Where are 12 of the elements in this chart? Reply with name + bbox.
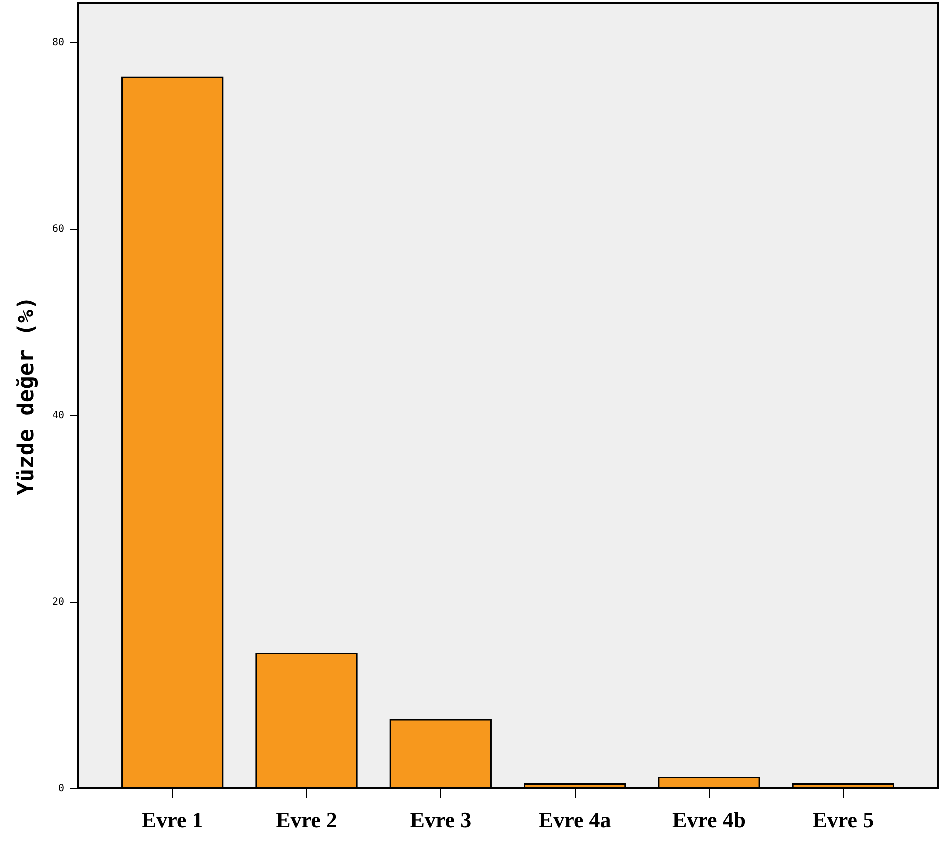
y-tick-label: 40 bbox=[52, 410, 64, 422]
x-tick-label: Evre 3 bbox=[410, 808, 472, 832]
x-tick-label: Evre 2 bbox=[276, 808, 338, 832]
x-tick-label: Evre 4a bbox=[538, 808, 612, 832]
y-tick-label: 20 bbox=[52, 597, 64, 608]
y-axis-title: Yüzde değer (%) bbox=[14, 296, 40, 496]
x-tick-label: Evre 4b bbox=[672, 808, 746, 832]
y-tick-label: 80 bbox=[52, 38, 64, 49]
x-tick-label: Evre 5 bbox=[812, 808, 874, 832]
x-tick-label: Evre 1 bbox=[142, 808, 204, 832]
y-tick-label: 60 bbox=[52, 224, 64, 236]
y-tick-label: 0 bbox=[58, 784, 64, 794]
